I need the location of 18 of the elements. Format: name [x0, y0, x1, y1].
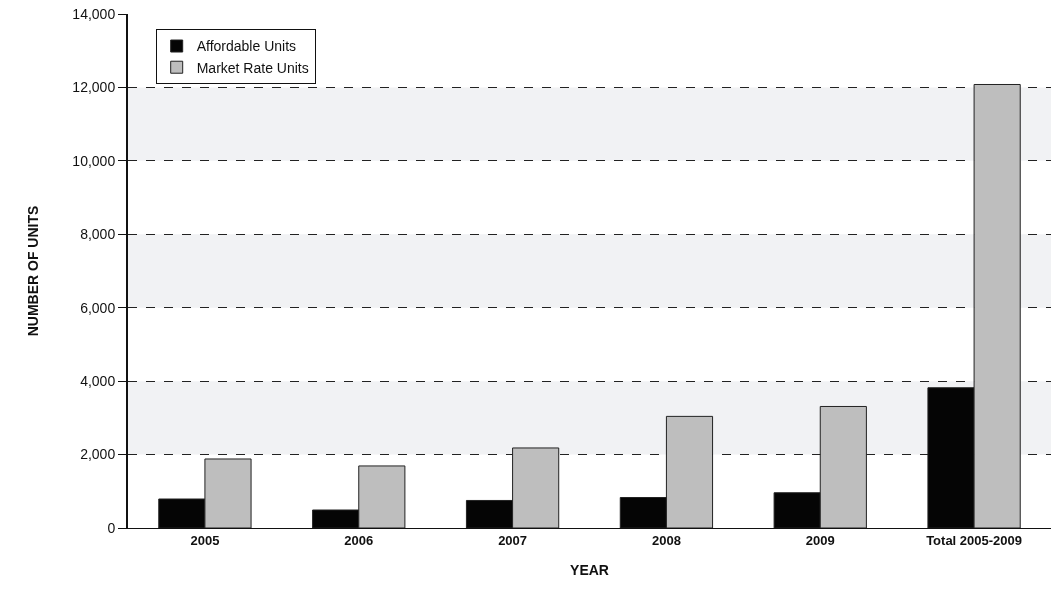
x-tick-label: 2006	[344, 532, 374, 548]
y-tick-label: 8,000	[80, 226, 116, 243]
legend-label: Affordable Units	[196, 38, 297, 55]
y-tick-label: 14,000	[72, 5, 116, 22]
x-tick-label: 2007	[498, 532, 528, 548]
x-axis-title: YEAR	[570, 561, 609, 578]
y-tick-label: 4,000	[80, 373, 116, 390]
x-tick-label: 2009	[805, 532, 835, 548]
x-tick-label: 2005	[190, 532, 220, 548]
legend-label: Market Rate Units	[196, 59, 309, 76]
x-tick-label: Total 2005-2009	[926, 532, 1023, 548]
x-tick-label: 2008	[651, 532, 681, 548]
y-tick-label: 12,000	[72, 79, 116, 96]
y-tick-label: 10,000	[72, 152, 116, 169]
y-tick-label: 6,000	[80, 299, 116, 316]
y-axis-title: NUMBER OF UNITS	[25, 205, 42, 337]
y-tick-label: 0	[107, 519, 116, 536]
y-tick-label: 2,000	[80, 446, 116, 463]
